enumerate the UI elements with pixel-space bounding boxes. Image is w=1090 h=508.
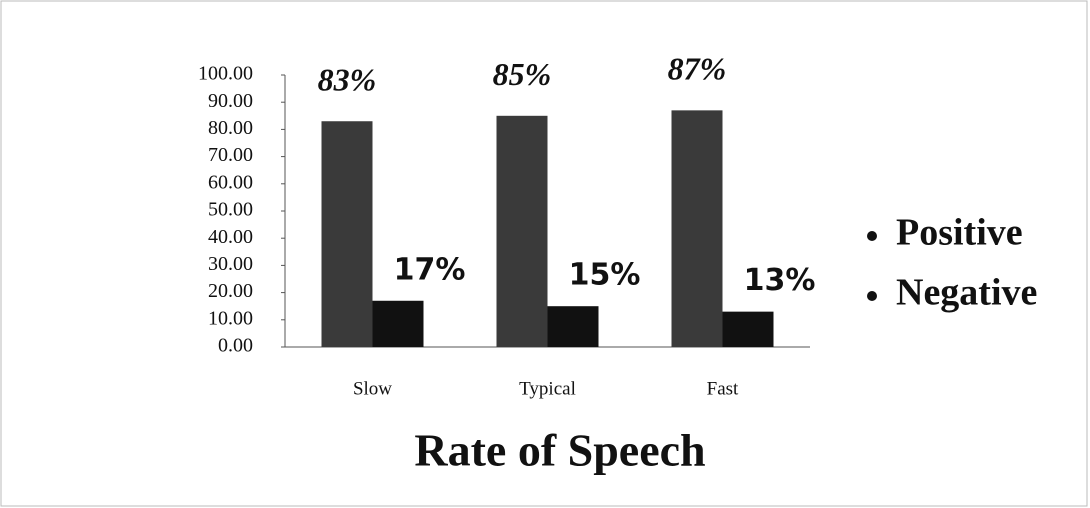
data-label: 15% — [569, 258, 641, 293]
x-axis-title: Rate of Speech — [414, 425, 705, 476]
y-tick-label: 60.00 — [208, 171, 253, 193]
y-tick-label: 50.00 — [208, 199, 253, 221]
x-tick-label: Typical — [519, 378, 576, 399]
data-label: 83% — [318, 62, 377, 98]
y-tick-label: 10.00 — [208, 307, 253, 329]
y-tick-label: 100.00 — [198, 63, 253, 85]
bar — [496, 115, 548, 347]
bar — [722, 311, 774, 347]
y-tick-label: 0.00 — [218, 335, 253, 357]
legend-label: Negative — [896, 272, 1037, 314]
data-label: 17% — [394, 252, 466, 287]
bar — [671, 110, 723, 347]
legend-bullet — [867, 231, 877, 241]
y-tick-label: 20.00 — [208, 280, 253, 302]
data-label: 87% — [668, 51, 727, 87]
bar — [321, 121, 373, 348]
legend-label: Positive — [896, 212, 1023, 254]
bar — [547, 306, 599, 347]
x-tick-label: Fast — [707, 378, 739, 399]
y-tick-label: 90.00 — [208, 90, 253, 112]
y-tick-label: 70.00 — [208, 144, 253, 166]
x-tick-label: Slow — [353, 378, 392, 399]
legend-bullet — [867, 291, 877, 301]
y-tick-label: 40.00 — [208, 226, 253, 248]
y-tick-label: 80.00 — [208, 117, 253, 139]
bar — [372, 300, 424, 347]
data-label: 13% — [744, 263, 816, 298]
y-tick-label: 30.00 — [208, 253, 253, 275]
data-label: 85% — [493, 56, 552, 92]
